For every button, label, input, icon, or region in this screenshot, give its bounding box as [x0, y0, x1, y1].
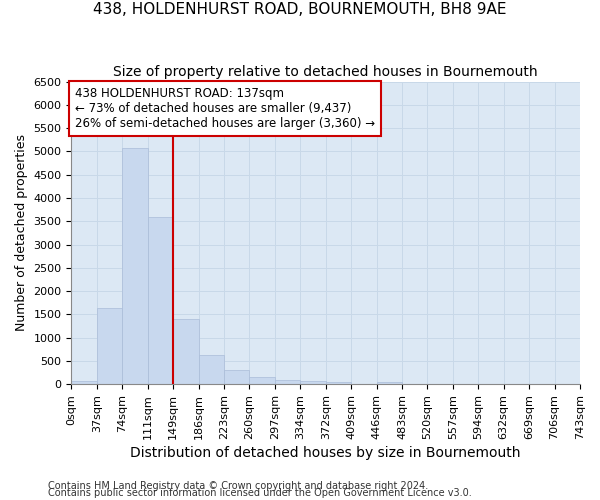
Bar — [250, 377, 275, 384]
Bar — [199, 356, 224, 384]
Bar — [326, 382, 351, 384]
Bar — [122, 148, 148, 384]
Bar — [97, 308, 122, 384]
Bar — [148, 217, 173, 384]
Bar — [71, 380, 97, 384]
Text: Contains public sector information licensed under the Open Government Licence v3: Contains public sector information licen… — [48, 488, 472, 498]
Bar — [224, 370, 250, 384]
Text: Contains HM Land Registry data © Crown copyright and database right 2024.: Contains HM Land Registry data © Crown c… — [48, 481, 428, 491]
Text: 438, HOLDENHURST ROAD, BOURNEMOUTH, BH8 9AE: 438, HOLDENHURST ROAD, BOURNEMOUTH, BH8 … — [93, 2, 507, 18]
Bar — [173, 318, 199, 384]
Bar — [300, 382, 326, 384]
Bar — [275, 380, 300, 384]
Bar — [377, 382, 402, 384]
Y-axis label: Number of detached properties: Number of detached properties — [15, 134, 28, 332]
Title: Size of property relative to detached houses in Bournemouth: Size of property relative to detached ho… — [113, 65, 538, 79]
X-axis label: Distribution of detached houses by size in Bournemouth: Distribution of detached houses by size … — [130, 446, 521, 460]
Text: 438 HOLDENHURST ROAD: 137sqm
← 73% of detached houses are smaller (9,437)
26% of: 438 HOLDENHURST ROAD: 137sqm ← 73% of de… — [75, 87, 376, 130]
